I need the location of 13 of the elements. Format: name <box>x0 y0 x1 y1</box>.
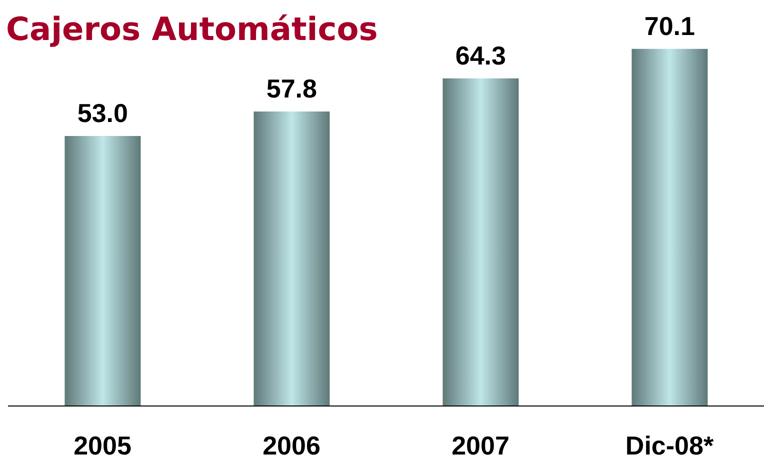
data-label: 64.3 <box>455 40 506 70</box>
bar <box>254 112 330 406</box>
x-tick-label: 2007 <box>452 430 510 460</box>
chart-title: Cajeros Automáticos <box>6 10 378 48</box>
x-tick-label: Dic-08* <box>625 430 714 460</box>
bar <box>632 48 708 406</box>
bar <box>442 78 519 406</box>
data-label: 53.0 <box>77 98 128 128</box>
bar <box>64 136 141 406</box>
data-label: 57.8 <box>266 74 318 104</box>
x-tick-label: 2005 <box>74 430 132 460</box>
x-tick-label: 2006 <box>262 430 320 460</box>
data-label: 70.1 <box>644 10 696 41</box>
